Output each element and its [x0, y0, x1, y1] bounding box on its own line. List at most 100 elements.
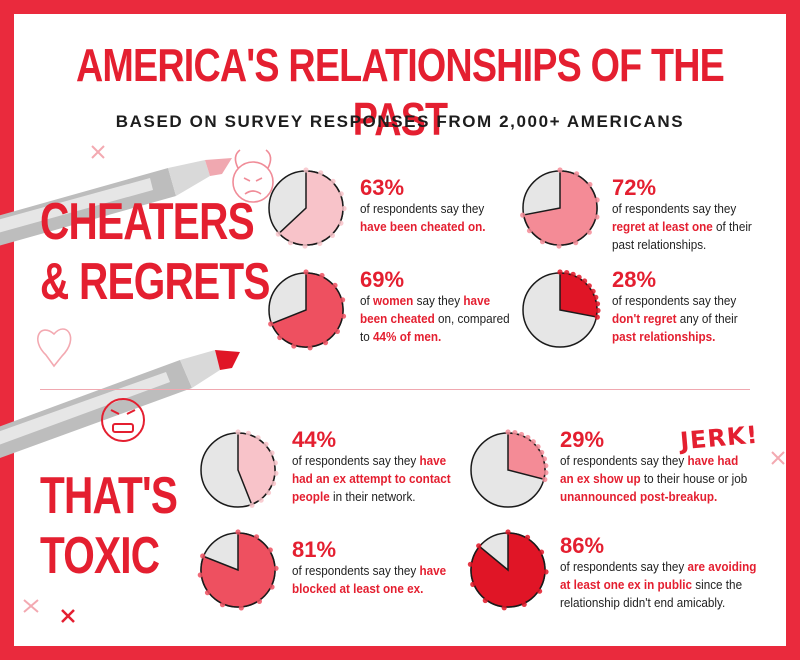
- pie-scribble-dot: [334, 328, 340, 334]
- pie-scribble-dot: [307, 345, 313, 351]
- pie-scribble-dot: [287, 240, 294, 246]
- stat-cheated-desc: of respondents say they have been cheated…: [360, 200, 567, 236]
- pie-scribble-dot: [238, 605, 244, 611]
- desc-fragment: are avoiding: [687, 559, 757, 574]
- pie-scribble-dot: [322, 340, 329, 346]
- desc-fragment: relationship didn't end amicably.: [560, 595, 726, 610]
- desc-fragment: since the: [691, 577, 743, 592]
- stat-women-desc: of women say they have been cheated on, c…: [360, 292, 567, 346]
- pie-scribble-dot: [200, 553, 206, 559]
- pie-scribble-dot: [267, 547, 273, 553]
- pie-scribble-dot: [340, 313, 347, 319]
- desc-fragment: don't regret: [612, 311, 677, 326]
- pie-scribble-dot: [594, 301, 601, 307]
- pie-scribble-dot: [219, 602, 226, 608]
- desc-fragment: any of their: [676, 311, 738, 326]
- pie-scribble-dot: [518, 431, 525, 438]
- pie-scribble-dot: [273, 565, 279, 571]
- desc-fragment: to their house or job: [640, 471, 748, 486]
- devil-face-icon: [232, 149, 274, 203]
- stat-showup-pct: 29%: [560, 427, 605, 452]
- desc-fragment: people: [292, 489, 330, 504]
- section-title-cheaters-line2: & REGRETS: [40, 253, 270, 311]
- desc-fragment: unannounced post-breakup.: [560, 489, 718, 504]
- desc-fragment: of respondents say they: [560, 453, 688, 468]
- desc-fragment: of respondents say they: [560, 559, 688, 574]
- desc-fragment: have: [463, 293, 491, 308]
- pie-scribble-dot: [505, 429, 511, 435]
- x-mark-red-icon: [61, 609, 75, 623]
- pie-scribble-dot: [302, 243, 308, 249]
- stat-blocked: 81% of respondents say they have blocked …: [292, 538, 522, 598]
- stat-noregret-pct: 28%: [612, 267, 657, 292]
- pie-scribble-dot: [319, 272, 325, 279]
- pie-scribble-dot: [595, 307, 601, 314]
- pie-scribble-dot: [512, 430, 518, 436]
- desc-fragment: 44% of men.: [373, 329, 442, 344]
- stat-women: 69% of women say they have been cheated o…: [360, 268, 590, 346]
- desc-fragment: of their: [712, 219, 752, 234]
- x-marks-icon: [23, 145, 785, 613]
- stat-cheated: 63% of respondents say they have been che…: [360, 176, 590, 236]
- pie-scribble-dot: [268, 321, 274, 327]
- desc-fragment: of respondents say they: [360, 201, 485, 216]
- pie-scribble-dot: [538, 549, 545, 555]
- pie-women: [268, 269, 347, 351]
- pie-scribble-dot: [587, 181, 593, 188]
- pie-scribble-dot: [520, 212, 526, 218]
- section-title-cheaters-line1: CHEATERS: [40, 193, 255, 251]
- stat-cheated-pct: 63%: [360, 175, 405, 200]
- pie-scribble-dot: [582, 278, 588, 284]
- stat-noregret-desc: of respondents say they don't regret any …: [612, 292, 800, 346]
- pie-scribble-dot: [272, 460, 278, 466]
- stat-contact-desc: of respondents say they have had an ex at…: [292, 452, 499, 506]
- pie-scribble-dot: [593, 294, 599, 300]
- pie-scribble-dot: [253, 534, 260, 540]
- pie-scribble-dot: [332, 282, 338, 288]
- pie-scribble-dot: [586, 283, 592, 289]
- pie-scribble-dot: [556, 243, 562, 249]
- pie-scribble-dot: [543, 463, 549, 469]
- pie-scribble-dot: [291, 343, 297, 349]
- desc-fragment: had an ex attempt to contact: [292, 471, 451, 486]
- pie-scribble-dot: [204, 590, 211, 596]
- desc-fragment: in their network.: [329, 489, 416, 504]
- pie-showup: [470, 429, 549, 508]
- pie-scribble-dot: [539, 449, 545, 456]
- pie-scribble-dot: [258, 497, 264, 503]
- infographic-card: [14, 14, 786, 646]
- pie-scribble-dot: [541, 456, 547, 462]
- section-divider: [40, 389, 750, 390]
- desc-fragment: of respondents say they: [612, 293, 737, 308]
- stat-women-pct: 69%: [360, 267, 405, 292]
- pie-avoiding: [467, 529, 549, 611]
- desc-fragment: of respondents say they: [612, 201, 737, 216]
- section-title-toxic-line1: THAT'S: [40, 467, 178, 525]
- pie-scribble-dot: [330, 178, 336, 184]
- pie-scribble-dot: [482, 597, 488, 604]
- desc-fragment: have: [419, 563, 447, 578]
- desc-fragment: have been cheated on.: [360, 219, 486, 234]
- desc-fragment: have had: [687, 453, 739, 468]
- desc-fragment: an ex show up: [560, 471, 641, 486]
- pie-scribble-dot: [277, 334, 283, 341]
- stat-blocked-desc: of respondents say they have blocked at l…: [292, 562, 499, 598]
- pie-scribble-dot: [249, 502, 255, 508]
- pie-scribble-dot: [573, 240, 579, 246]
- desc-fragment: regret at least one: [612, 219, 713, 234]
- stat-regret-desc: of respondents say they regret at least o…: [612, 200, 800, 254]
- desc-fragment: at least one ex in public: [560, 577, 692, 592]
- pie-scribble-dot: [564, 270, 570, 276]
- heart-icon: [37, 328, 72, 368]
- pie-scribble-dot: [303, 167, 309, 173]
- desc-fragment: blocked at least one ex.: [292, 581, 424, 596]
- pie-scribble-dot: [197, 572, 203, 578]
- pie-regret: [520, 167, 600, 249]
- desc-fragment: past relationships.: [612, 237, 707, 252]
- pie-scribble-dot: [467, 561, 473, 567]
- desc-fragment: women: [373, 293, 414, 308]
- marker-middle-icon: [0, 350, 240, 458]
- pie-cheated: [268, 167, 347, 249]
- pie-scribble-dot: [340, 297, 346, 303]
